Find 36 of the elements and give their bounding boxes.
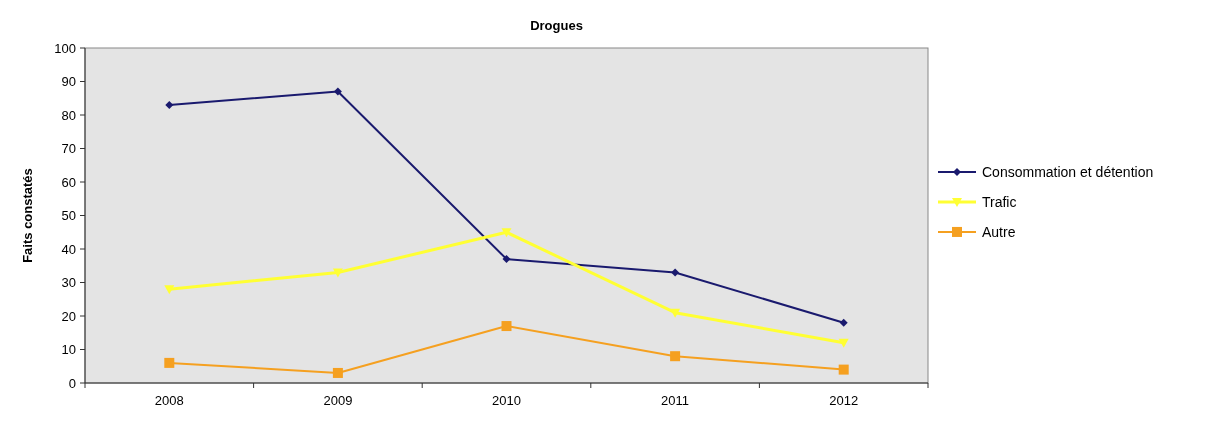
point	[502, 255, 511, 264]
legend-label: Consommation et détention	[982, 163, 1154, 180]
y-tick-label: 40	[61, 241, 76, 257]
y-tick-label: 0	[68, 375, 76, 391]
y-tick-label: 60	[61, 174, 76, 190]
chart-title: Drogues	[530, 18, 583, 33]
y-tick-label: 80	[61, 107, 76, 123]
point	[838, 364, 849, 375]
y-tick-label: 90	[61, 74, 76, 90]
x-tick-label: 2009	[323, 393, 353, 408]
point	[839, 318, 848, 327]
point	[333, 87, 342, 96]
point	[332, 268, 343, 278]
point	[670, 351, 681, 362]
point	[164, 285, 175, 295]
y-tick-label: 30	[61, 275, 76, 291]
y-tick-label: 70	[61, 141, 76, 157]
point	[670, 308, 681, 318]
legend-label: Autre	[982, 223, 1016, 240]
point	[332, 367, 343, 378]
x-tick-label: 2008	[154, 393, 184, 408]
x-tick-label: 2011	[661, 393, 690, 408]
point	[501, 321, 512, 332]
y-axis-title: Faits constatés	[20, 168, 35, 263]
point	[671, 268, 680, 277]
y-tick-label: 10	[61, 342, 76, 358]
y-tick-label: 20	[61, 308, 76, 324]
point	[165, 100, 174, 109]
x-tick-label: 2010	[492, 393, 521, 408]
legend-label: Trafic	[982, 193, 1017, 210]
point	[501, 228, 512, 238]
y-tick-label: 100	[54, 40, 76, 56]
y-tick-label: 50	[61, 208, 76, 224]
point	[164, 357, 175, 368]
point	[838, 338, 849, 348]
x-tick-label: 2012	[829, 393, 859, 408]
